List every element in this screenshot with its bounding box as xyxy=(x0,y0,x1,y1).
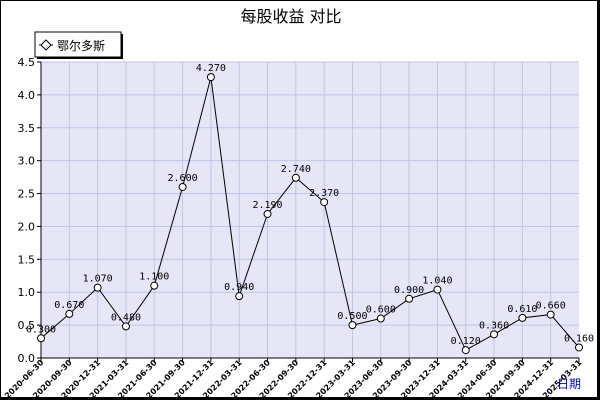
data-label: 1.100 xyxy=(139,272,169,283)
y-tick-label: 3.0 xyxy=(18,155,36,168)
data-point[interactable] xyxy=(433,285,442,294)
grid xyxy=(41,61,579,358)
legend-marker-icon xyxy=(40,39,52,51)
y-tick-label: 3.5 xyxy=(18,122,36,135)
legend: 鄂尔多斯 xyxy=(34,31,123,59)
data-label: 0.610 xyxy=(507,304,537,315)
y-tick-label: 0.0 xyxy=(18,352,36,365)
data-point[interactable] xyxy=(546,310,555,319)
data-label: 0.670 xyxy=(54,300,84,311)
data-point[interactable] xyxy=(150,281,159,290)
y-tick-label: 4.5 xyxy=(18,56,36,69)
y-tick-label: 1.0 xyxy=(18,286,36,299)
data-point[interactable] xyxy=(93,283,102,292)
data-label: 0.940 xyxy=(224,282,254,293)
data-point[interactable] xyxy=(235,292,244,301)
x-axis-label: 日期 xyxy=(557,377,581,391)
chart-title: 每股收益 对比 xyxy=(240,7,341,26)
data-point[interactable] xyxy=(405,294,414,303)
y-axis: 0.0 0.5 1.0 1.5 2.0 2.5 3.0 3.5 4.0 4.5 xyxy=(18,56,41,365)
data-label: 0.500 xyxy=(337,311,367,322)
data-label: 2.740 xyxy=(281,164,311,175)
data-label: 0.160 xyxy=(564,333,594,344)
data-label: 2.600 xyxy=(168,173,198,184)
data-label: 0.300 xyxy=(26,324,56,335)
y-tick-label: 2.5 xyxy=(18,188,36,201)
data-point[interactable] xyxy=(37,334,45,343)
series-line: 0.300 0.670 1.070 0.480 1.100 2.600 4.270 0.940… xyxy=(26,63,594,355)
data-point[interactable] xyxy=(320,198,329,207)
y-tick-label: 2.0 xyxy=(18,220,36,233)
x-axis: 2020-06-302020-09-302020-12-312021-03-31… xyxy=(3,358,584,401)
data-point[interactable] xyxy=(518,313,527,322)
data-label: 0.660 xyxy=(536,301,566,312)
data-label: 0.120 xyxy=(451,336,481,347)
data-point[interactable] xyxy=(206,73,215,82)
data-point[interactable] xyxy=(263,209,272,218)
legend-series-label: 鄂尔多斯 xyxy=(57,38,105,53)
data-label: 4.270 xyxy=(196,63,226,74)
series-polyline xyxy=(40,77,580,351)
data-point[interactable] xyxy=(348,321,357,330)
plot-area xyxy=(41,62,579,358)
data-label: 0.900 xyxy=(394,285,424,296)
data-point[interactable] xyxy=(490,330,499,339)
data-point[interactable] xyxy=(376,314,385,323)
data-label: 0.480 xyxy=(111,312,141,323)
data-point[interactable] xyxy=(65,309,74,318)
data-point[interactable] xyxy=(121,322,130,331)
data-label: 1.070 xyxy=(83,274,113,285)
data-point[interactable] xyxy=(575,343,583,352)
data-label: 1.040 xyxy=(422,276,452,287)
y-tick-label: 0.5 xyxy=(18,319,36,332)
data-point[interactable] xyxy=(291,173,300,182)
data-label: 2.190 xyxy=(252,200,282,211)
data-label: 2.370 xyxy=(309,188,339,199)
data-label: 0.600 xyxy=(366,305,396,316)
y-tick-label: 4.0 xyxy=(18,89,36,102)
data-label: 0.360 xyxy=(479,320,509,331)
data-point[interactable] xyxy=(178,182,187,191)
data-point[interactable] xyxy=(461,346,470,355)
y-tick-label: 1.5 xyxy=(18,253,36,266)
